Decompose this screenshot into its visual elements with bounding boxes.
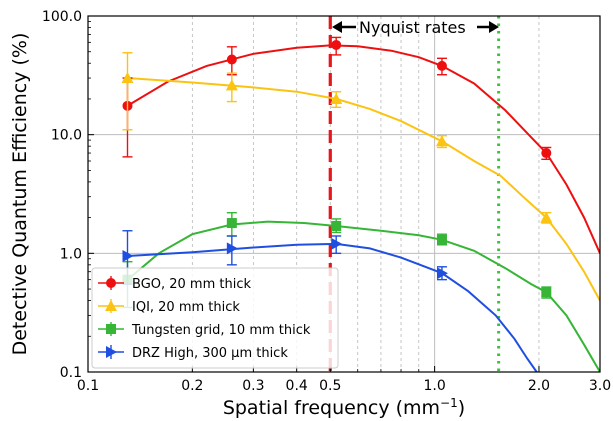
data-point xyxy=(226,54,237,65)
y-tick-label: 0.1 xyxy=(60,365,82,381)
y-axis-title: Detective Quantum Efficiency (%) xyxy=(9,33,31,356)
data-point xyxy=(436,234,447,245)
legend-marker xyxy=(106,324,116,334)
x-tick-label: 1.0 xyxy=(423,378,445,394)
axis-ticks: 0.1 0.2 0.3 0.4 0.5 1.0 2.0 3.0 0.1 1.0 10.0 100.0 xyxy=(42,9,611,394)
legend-marker xyxy=(105,300,117,311)
legend: BGO, 20 mm thick IQI, 20 mm thick Tungsten… xyxy=(91,267,339,369)
data-point xyxy=(225,79,238,91)
data-point xyxy=(331,220,342,231)
legend-label: IQI, 20 mm thick xyxy=(132,300,240,315)
x-tick-label: 0.3 xyxy=(242,378,264,394)
legend-box xyxy=(91,267,339,369)
legend-label: DRZ High, 300 μm thick xyxy=(132,346,288,361)
legend-marker xyxy=(106,278,116,288)
nyquist-annotation: Nyquist rates xyxy=(332,18,499,37)
x-axis-title: Spatial frequency (mm−1) xyxy=(223,396,465,419)
data-point xyxy=(121,72,134,84)
x-tick-label: 0.2 xyxy=(181,378,203,394)
legend-label: Tungsten grid, 10 mm thick xyxy=(131,323,311,338)
data-point xyxy=(226,242,238,255)
data-point xyxy=(330,92,343,104)
data-point xyxy=(435,135,448,147)
series-curve xyxy=(127,242,538,372)
data-point xyxy=(122,249,134,262)
legend-label: BGO, 20 mm thick xyxy=(132,277,251,292)
series-curve xyxy=(127,77,600,302)
data-markers xyxy=(121,36,553,309)
x-tick-label: 0.5 xyxy=(319,378,341,394)
x-tick-label: 0.1 xyxy=(77,378,99,394)
data-point xyxy=(436,267,448,280)
legend-marker xyxy=(106,346,117,358)
y-tick-label: 1.0 xyxy=(60,246,82,262)
nyquist-lines xyxy=(328,16,501,372)
data-point xyxy=(541,148,552,159)
data-point xyxy=(540,211,553,223)
y-tick-label: 10.0 xyxy=(51,128,82,144)
annotation-text: Nyquist rates xyxy=(359,18,466,37)
data-point xyxy=(331,237,343,250)
data-point xyxy=(331,39,342,50)
x-tick-label: 0.4 xyxy=(286,378,308,394)
data-point xyxy=(541,287,552,298)
x-tick-label: 3.0 xyxy=(589,378,611,394)
series-curve xyxy=(126,220,600,372)
left-arrowhead xyxy=(332,21,342,33)
data-point xyxy=(226,218,237,229)
x-tick-label: 2.0 xyxy=(528,378,550,394)
right-arrowhead xyxy=(489,21,499,33)
plot-frame xyxy=(87,15,601,373)
data-point xyxy=(436,60,447,71)
y-tick-label: 100.0 xyxy=(42,9,82,25)
series-curve xyxy=(126,44,600,254)
